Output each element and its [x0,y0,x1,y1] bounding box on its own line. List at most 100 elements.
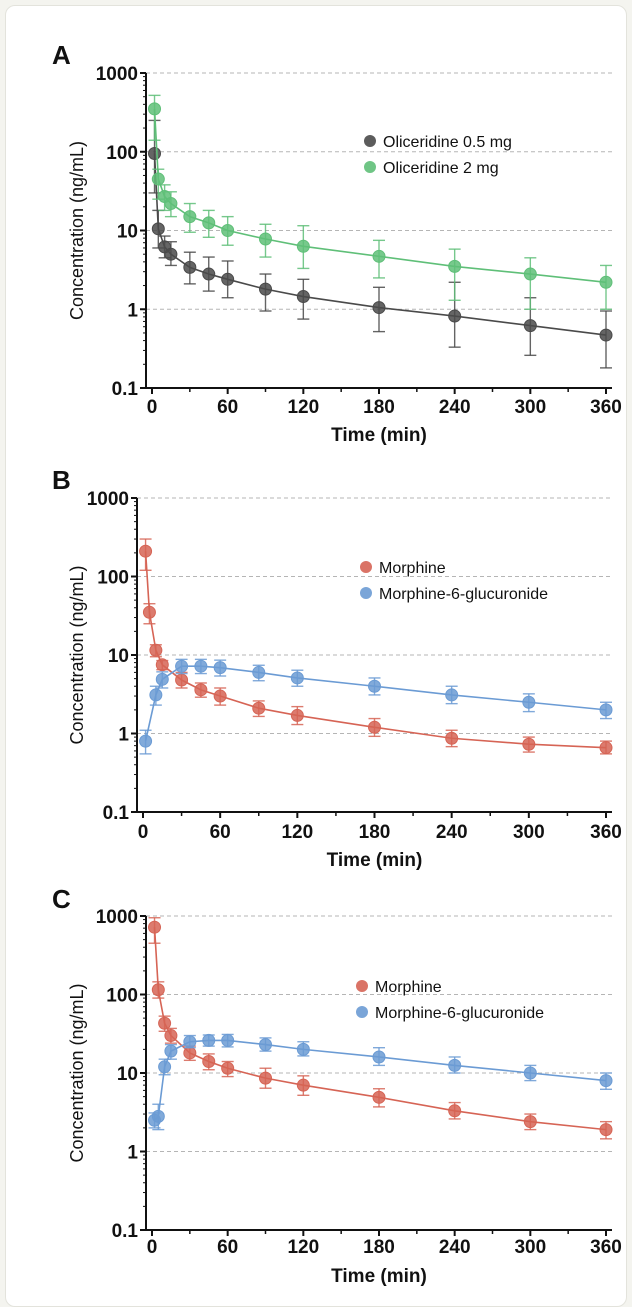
data-point [155,658,169,672]
x-tick-label: 240 [439,1237,471,1258]
data-point [221,1033,235,1047]
legend-label: Morphine-6-glucuronide [379,586,548,603]
data-point [448,309,462,323]
panel-b-letter: B [52,465,71,495]
legend-label: Oliceridine 2 mg [383,160,499,177]
x-tick-label: 180 [359,822,391,843]
data-point [175,659,189,673]
y-axis-label: Concentration (ng/mL) [67,983,87,1162]
data-point [139,734,153,748]
data-point [194,659,208,673]
legend: Morphine Morphine-6-glucuronide [356,979,544,1022]
data-point [259,232,272,246]
data-point [164,247,178,261]
data-point [372,1050,386,1064]
data-point [158,1060,172,1074]
legend-label: Morphine-6-glucuronide [375,1005,544,1022]
legend: Morphine Morphine-6-glucuronide [360,560,548,603]
legend-marker [360,587,372,599]
data-point [183,1046,197,1060]
data-point [252,665,266,679]
x-tick-label: 240 [436,822,468,843]
data-point [372,249,386,263]
data-point [149,643,163,657]
y-tick-label: 1000 [96,907,138,928]
y-tick-label: 0.1 [112,1221,139,1242]
y-tick-label: 10 [117,222,138,243]
x-tick-label: 120 [287,397,319,418]
data-point [445,731,459,745]
data-point [202,267,216,281]
data-point [142,605,156,619]
series-0 [139,538,613,755]
data-point [213,661,227,675]
data-point [522,737,536,751]
legend-marker [356,1006,368,1018]
panel-a: A 0.1 1 10 100 1000 0 60 120 180 240 300 360 Time (mi… [52,40,622,446]
data-point [175,673,189,687]
y-tick-label: 100 [106,143,138,164]
data-point [155,672,169,686]
y-tick-label: 1 [118,725,129,746]
data-point [164,197,178,211]
data-point [221,272,235,286]
data-point [523,1115,537,1129]
x-tick-label: 360 [590,397,622,418]
y-tick-label: 0.1 [103,803,130,824]
data-point [164,1029,178,1043]
data-point [290,671,304,685]
data-point [599,1123,613,1137]
legend-label: Morphine [379,560,446,577]
data-point [296,239,310,253]
data-point [599,275,613,289]
data-point [202,1033,216,1047]
y-tick-label: 0.1 [112,379,139,400]
data-point [445,688,459,702]
y-tick-label: 10 [108,646,129,667]
data-point [259,282,272,296]
data-point [183,210,197,224]
data-point [290,708,304,722]
x-tick-label: 120 [287,1237,319,1258]
data-point [368,720,381,734]
x-tick-label: 300 [513,822,545,843]
data-point [599,328,613,342]
y-tick-label: 10 [117,1064,138,1085]
data-point [151,172,165,186]
data-point [202,216,216,230]
data-point [151,983,165,997]
data-point [523,1066,537,1080]
data-point [448,1058,462,1072]
data-point [183,1035,197,1049]
data-point [139,544,153,558]
x-tick-label: 60 [217,397,238,418]
data-point [183,260,197,274]
x-tick-label: 60 [217,1237,238,1258]
data-point [151,222,165,236]
data-point [368,679,381,693]
panel-c-letter: C [52,884,71,914]
x-axis-label: Time (min) [331,425,427,446]
data-point [296,1042,310,1056]
y-tick-label: 1000 [96,64,138,85]
x-tick-label: 180 [363,397,395,418]
data-point [151,1109,165,1123]
data-point [448,259,462,273]
x-tick-label: 120 [281,822,313,843]
data-point [296,1078,310,1092]
x-tick-label: 180 [363,1237,395,1258]
series-0 [148,917,613,1140]
x-tick-label: 360 [590,1237,622,1258]
data-point [259,1038,272,1052]
x-tick-label: 360 [590,822,622,843]
legend-marker [364,135,376,147]
x-tick-label: 300 [514,1237,546,1258]
x-tick-label: 60 [210,822,231,843]
data-point [202,1055,216,1069]
y-axis-label: Concentration (ng/mL) [67,141,87,320]
data-point [148,102,162,116]
x-tick-label: 0 [138,822,149,843]
x-tick-label: 0 [147,1237,158,1258]
figure-card [5,5,627,1307]
data-point [448,1104,462,1118]
